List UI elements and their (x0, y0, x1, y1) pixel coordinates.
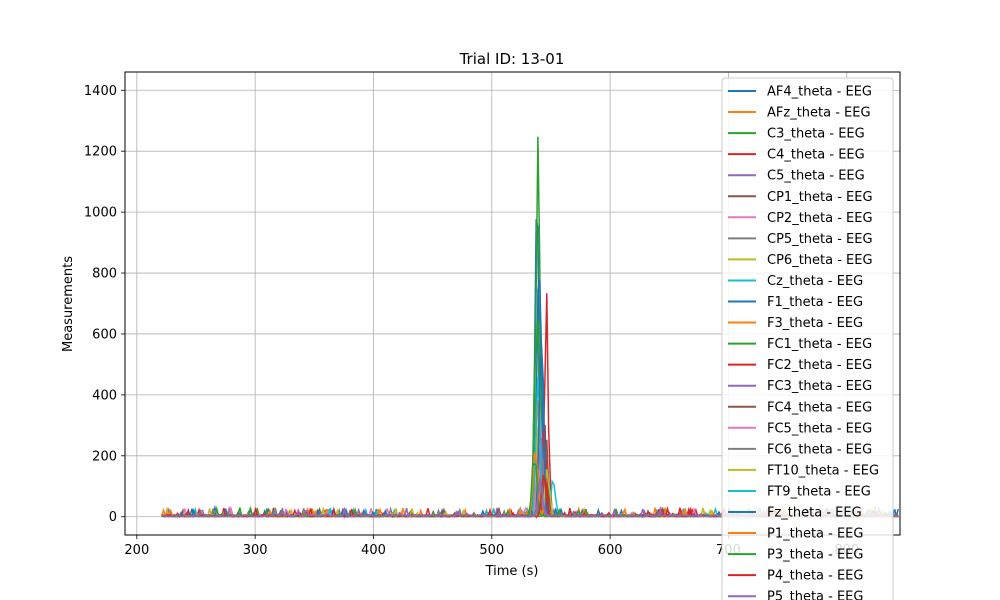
legend-entry: C3_theta - EEG (767, 127, 865, 142)
legend-entry: Fz_theta - EEG (767, 506, 862, 521)
x-tick-label: 500 (479, 543, 504, 558)
y-tick-label: 200 (92, 449, 117, 464)
y-tick-label: 0 (109, 510, 117, 525)
legend-entry: FC2_theta - EEG (767, 358, 872, 373)
y-tick-label: 400 (92, 388, 117, 403)
y-tick-label: 1000 (84, 206, 117, 221)
y-tick-label: 1400 (84, 84, 117, 99)
legend-entry: P1_theta - EEG (767, 527, 863, 542)
legend-entry: FC6_theta - EEG (767, 442, 872, 457)
legend-entry: P5_theta - EEG (767, 590, 863, 600)
legend-entry: CP1_theta - EEG (767, 190, 873, 205)
legend-box (721, 77, 894, 600)
legend-entry: CP2_theta - EEG (767, 211, 873, 226)
chart-title: Trial ID: 13-01 (459, 50, 565, 68)
plot-frame (124, 71, 901, 536)
legend-entry: AFz_theta - EEG (767, 106, 871, 121)
legend-entry: FT9_theta - EEG (767, 484, 871, 499)
legend-entry: P3_theta - EEG (767, 548, 863, 563)
legend: AF4_theta - EEG AFz_theta - EEG C3_theta -… (721, 77, 894, 600)
legend-entry: P4_theta - EEG (767, 569, 863, 584)
x-tick-label: 600 (598, 543, 623, 558)
y-axis-label: Measurements (61, 256, 76, 352)
y-tick-label: 600 (92, 327, 117, 342)
legend-entry: AF4_theta - EEG (767, 85, 872, 100)
legend-entry: FC3_theta - EEG (767, 379, 872, 394)
y-tick-label: 800 (92, 267, 117, 282)
x-tick-label: 400 (361, 543, 386, 558)
legend-entry: CP6_theta - EEG (767, 253, 873, 268)
x-tick-label: 200 (124, 543, 149, 558)
legend-entry: F1_theta - EEG (767, 295, 863, 310)
legend-entry: FC4_theta - EEG (767, 400, 872, 415)
legend-entry: Cz_theta - EEG (767, 274, 863, 289)
legend-entry: F3_theta - EEG (767, 316, 863, 331)
legend-entry: FC1_theta - EEG (767, 337, 872, 352)
x-axis-label: Time (s) (485, 564, 539, 579)
legend-entry: FT10_theta - EEG (767, 463, 879, 478)
legend-entry: FC5_theta - EEG (767, 421, 872, 436)
x-tick-label: 300 (243, 543, 268, 558)
legend-entry: CP5_theta - EEG (767, 232, 873, 247)
legend-entry: C4_theta - EEG (767, 148, 865, 163)
y-tick-label: 1200 (84, 145, 117, 160)
legend-entry: C5_theta - EEG (767, 169, 865, 184)
